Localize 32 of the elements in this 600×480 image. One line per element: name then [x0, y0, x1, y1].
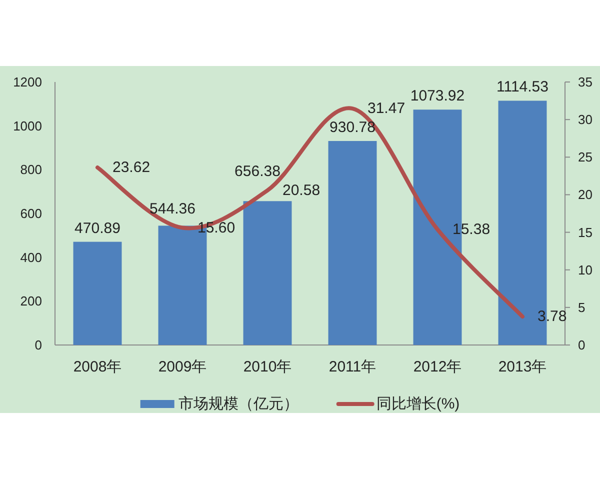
data-label: 1073.92: [410, 88, 465, 105]
x-tick-label: 2012年: [413, 358, 462, 376]
y2-tick-label: 15: [578, 224, 592, 240]
x-tick-label: 2009年: [158, 358, 207, 376]
y-tick-label: 600: [20, 206, 42, 221]
data-label: 656.38: [234, 162, 280, 180]
legend-label: 同比增长(%): [376, 396, 460, 412]
y2-tick-label: 10: [578, 262, 592, 278]
y-tick-label: 800: [20, 162, 42, 178]
y2-tick-label: 20: [578, 187, 592, 202]
y2-tick-label: 25: [578, 150, 592, 165]
y2-tick-label: 5: [578, 300, 586, 315]
x-tick-label: 2008年: [73, 358, 122, 376]
data-label: 930.78: [330, 119, 376, 136]
y-tick-label: 0: [34, 338, 42, 352]
x-tick-label: 2011年: [328, 358, 376, 376]
y-tick-label: 1000: [13, 118, 42, 134]
y2-tick-label: 30: [578, 112, 592, 128]
y-tick-label: 1200: [13, 74, 42, 90]
data-label: 31.47: [368, 100, 406, 118]
data-label: 23.62: [112, 159, 150, 176]
data-label: 1114.53: [496, 78, 548, 96]
legend-label: 市场规模（亿元）: [178, 396, 298, 412]
data-label: 544.36: [150, 200, 196, 218]
y-tick-label: 400: [20, 250, 42, 265]
x-tick-label: 2010年: [243, 358, 292, 376]
data-label: 20.58: [282, 182, 320, 199]
y2-tick-label: 0: [578, 338, 586, 352]
data-label: 470.89: [74, 220, 120, 237]
y2-tick-label: 35: [578, 74, 592, 90]
x-tick-label: 2013年: [498, 358, 547, 376]
y-tick-label: 200: [20, 294, 42, 309]
